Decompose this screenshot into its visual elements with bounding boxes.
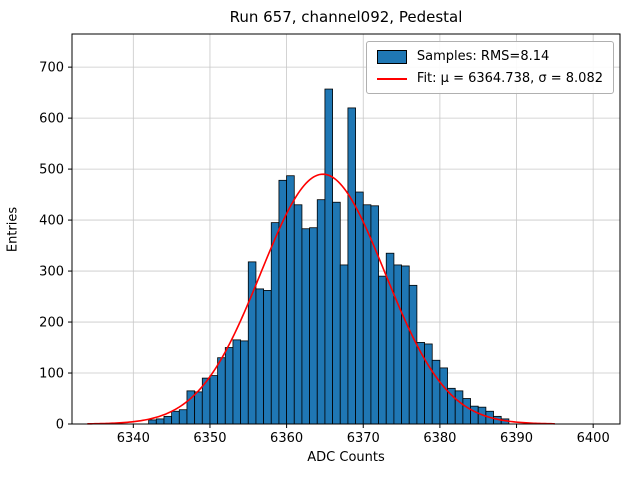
histogram-bar — [416, 342, 425, 425]
legend-item-fit: Fit: μ = 6364.738, σ = 8.082 — [376, 71, 603, 86]
histogram-bar — [393, 264, 402, 425]
histogram-bar — [301, 228, 310, 425]
histogram-bar — [347, 107, 356, 425]
x-tick-label: 6340 — [117, 431, 150, 446]
histogram-bar — [408, 284, 418, 425]
histogram-bar — [232, 339, 242, 425]
histogram-bar — [316, 199, 326, 425]
histogram-bar — [240, 340, 249, 425]
histogram-bar — [293, 204, 303, 425]
histogram-bar — [171, 410, 180, 425]
histogram-bar — [224, 347, 234, 425]
histogram-bar — [355, 191, 364, 425]
y-tick-label: 600 — [39, 112, 64, 127]
histogram-bar — [194, 391, 203, 425]
y-tick-label: 100 — [39, 367, 64, 382]
histogram-bar — [309, 227, 318, 425]
legend-samples-label: Samples: RMS=8.14 — [416, 49, 550, 64]
legend-item-samples: Samples: RMS=8.14 — [376, 49, 603, 64]
histogram-bar — [324, 88, 333, 425]
x-axis-label: ADC Counts — [307, 450, 385, 465]
y-tick-label: 300 — [39, 265, 64, 280]
histogram-bars — [148, 88, 510, 425]
x-tick-label: 6360 — [270, 431, 303, 446]
histogram-bar — [339, 264, 349, 425]
grid — [72, 34, 620, 425]
x-tick-label: 6390 — [500, 431, 533, 446]
histogram-bar — [148, 419, 157, 425]
y-tick-label: 200 — [39, 316, 64, 331]
tick-labels: 6340 6350 6360 6370 6380 6390 6400 0 100 200 300 40… — [39, 61, 610, 446]
y-tick-label: 500 — [39, 163, 64, 178]
histogram-bar — [178, 409, 188, 425]
histogram-bar — [439, 367, 448, 425]
samples-patch-icon — [376, 49, 407, 64]
histogram-bar — [370, 205, 379, 425]
fit-curve — [87, 173, 555, 425]
fit-line-icon — [376, 77, 407, 80]
x-tick-label: 6380 — [423, 431, 456, 446]
histogram-bar — [255, 288, 265, 425]
legend: Samples: RMS=8.14 Fit: μ = 6364.738, σ =… — [365, 41, 614, 94]
histogram-bar — [332, 201, 341, 425]
x-tick-label: 6370 — [347, 431, 380, 446]
histogram-bar — [270, 222, 280, 425]
x-tick-label: 6350 — [193, 431, 226, 446]
histogram-bar — [462, 398, 471, 425]
legend-fit-label: Fit: μ = 6364.738, σ = 8.082 — [416, 71, 603, 86]
x-tick-label: 6400 — [577, 431, 610, 446]
y-tick-label: 700 — [39, 61, 64, 76]
y-tick-label: 400 — [39, 214, 64, 229]
histogram-bar — [155, 418, 165, 425]
y-tick-label: 0 — [56, 418, 64, 433]
histogram-bar — [378, 275, 387, 425]
axes-frame — [71, 33, 621, 425]
histogram-bar — [401, 265, 410, 425]
y-axis-label: Entries — [5, 206, 21, 253]
histogram-bar — [209, 375, 219, 425]
histogram-bar — [217, 357, 226, 425]
histogram-bar — [431, 359, 441, 425]
histogram-bar — [424, 343, 433, 425]
histogram-bar — [163, 415, 173, 425]
chart-title: Run 657, channel092, Pedestal — [229, 8, 463, 26]
histogram-bar — [454, 390, 464, 425]
histogram-bar — [263, 290, 272, 425]
ticks — [68, 66, 594, 428]
histogram-bar — [447, 387, 456, 425]
histogram-bar — [470, 405, 479, 425]
